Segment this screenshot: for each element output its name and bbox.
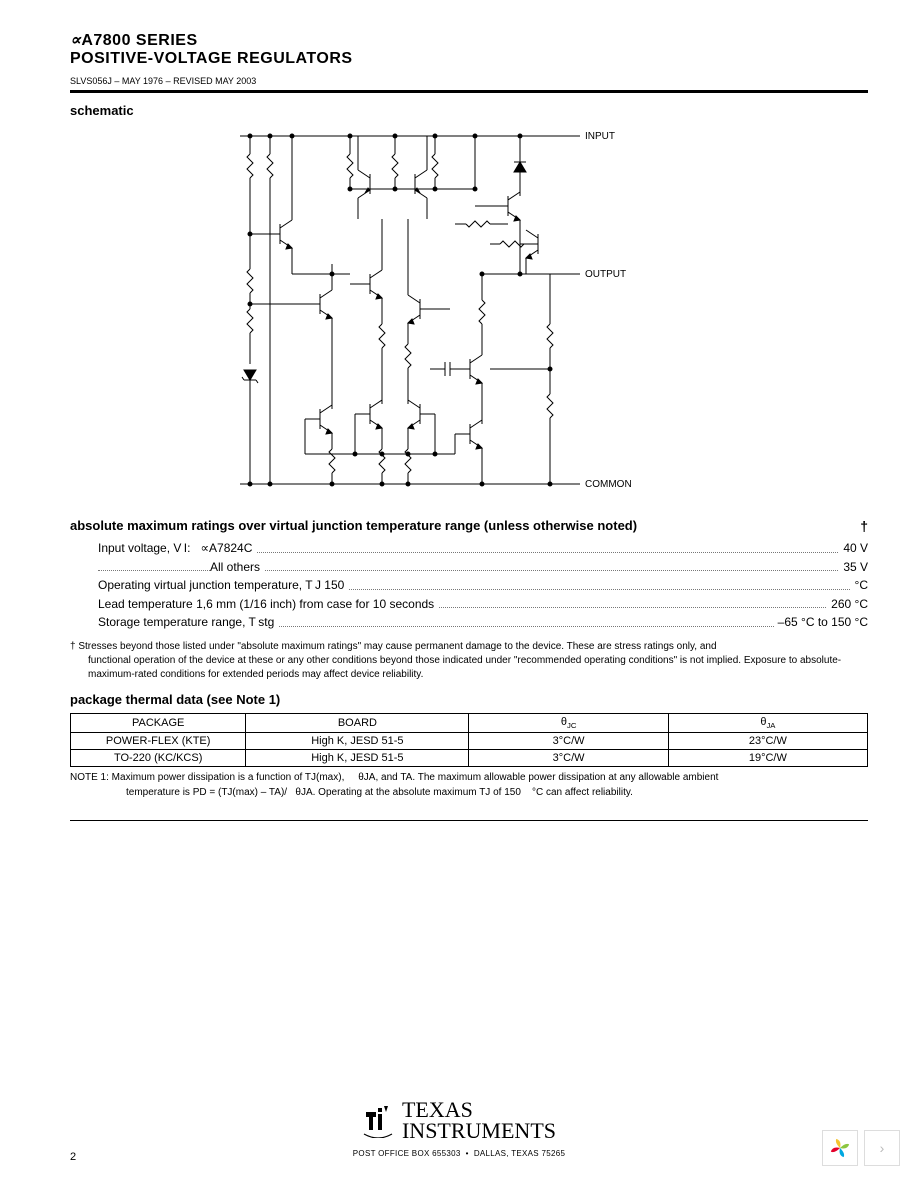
title-line2: POSITIVE-VOLTAGE REGULATORS (70, 50, 868, 68)
dagger-note: † Stresses beyond those listed under "ab… (70, 640, 868, 682)
footer-address: POST OFFICE BOX 655303 • DALLAS, TEXAS 7… (0, 1149, 918, 1158)
ratings-row: All others35 V (98, 558, 868, 577)
label-input: INPUT (585, 131, 615, 142)
petal-icon[interactable] (822, 1130, 858, 1166)
ratings-row: Input voltage, V I: ∝A7824C40 V (98, 539, 868, 558)
corner-widget: › (822, 1130, 900, 1166)
pkg-col-header: θJC (469, 713, 668, 732)
pkg-col-header: BOARD (246, 713, 469, 732)
table-row: POWER-FLEX (KTE)High K, JESD 51-53°C/W23… (71, 733, 868, 750)
page-number: 2 (70, 1151, 76, 1163)
schematic-heading: schematic (70, 103, 868, 118)
ratings-heading: absolute maximum ratings over virtual ju… (70, 518, 868, 533)
ratings-list: Input voltage, V I: ∝A7824C40 VAll other… (98, 539, 868, 632)
title-line1: A7800 SERIES (81, 32, 197, 49)
ti-logo-mark (362, 1104, 394, 1138)
pkg-col-header: PACKAGE (71, 713, 246, 732)
table-row: TO-220 (KC/KCS)High K, JESD 51-53°C/W19°… (71, 750, 868, 767)
pkg-col-header: θJA (668, 713, 867, 732)
note1: NOTE 1: Maximum power dissipation is a f… (70, 771, 868, 800)
ratings-row: Lead temperature 1,6 mm (1/16 inch) from… (98, 595, 868, 614)
mu-prefix: ∝ (70, 32, 81, 49)
ratings-row: Operating virtual junction temperature, … (98, 576, 868, 595)
ratings-row: Storage temperature range, T stg–65 °C t… (98, 613, 868, 632)
footer-rule (70, 820, 868, 821)
doc-id: SLVS056J – MAY 1976 – REVISED MAY 2003 (70, 76, 868, 86)
brand-bottom: INSTRUMENTS (402, 1121, 556, 1142)
pkg-table: PACKAGEBOARDθJCθJA POWER-FLEX (KTE)High … (70, 713, 868, 767)
label-common: COMMON (585, 479, 632, 490)
next-button[interactable]: › (864, 1130, 900, 1166)
schematic-diagram: INPUT COMMON OUTPUT (220, 124, 650, 504)
label-output: OUTPUT (585, 269, 626, 280)
footer: TEXAS INSTRUMENTS POST OFFICE BOX 655303… (0, 1100, 918, 1158)
header-rule (70, 90, 868, 93)
pkg-heading: package thermal data (see Note 1) (70, 692, 868, 707)
